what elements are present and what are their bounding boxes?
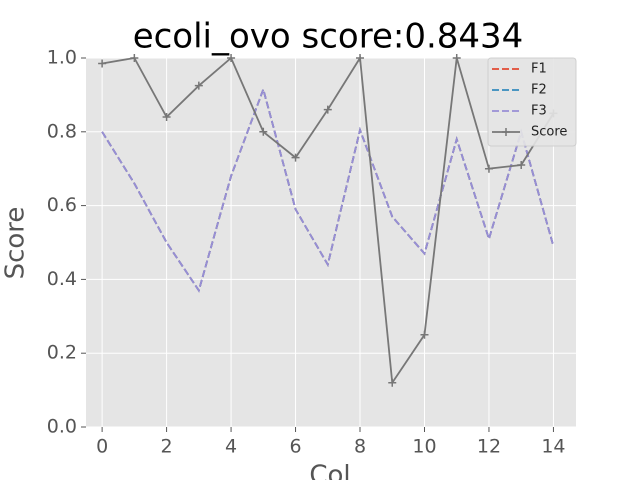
x-tick-label: 2 [161, 436, 173, 458]
y-tick-label: 1.0 [47, 47, 77, 69]
x-tick-label: 8 [354, 436, 366, 458]
legend-label: F2 [531, 83, 547, 98]
x-tick-label: 4 [225, 436, 237, 458]
point-marker [162, 113, 171, 122]
x-tick-label: 0 [96, 436, 108, 458]
y-tick-label: 0.8 [47, 120, 77, 142]
y-tick-label: 0.4 [47, 268, 77, 290]
legend-label: Score [531, 125, 567, 140]
point-marker [356, 54, 365, 62]
x-tick-label: 10 [412, 436, 436, 458]
legend-label: F3 [531, 104, 547, 119]
y-tick-label: 0.0 [47, 416, 77, 438]
legend-label: F1 [531, 62, 547, 77]
point-marker [194, 81, 203, 90]
y-axis-label: Score [1, 207, 31, 280]
point-marker [323, 105, 332, 114]
y-tick-label: 0.2 [47, 342, 77, 364]
point-marker [227, 54, 236, 62]
legend-box [487, 57, 577, 147]
point-marker [517, 161, 526, 170]
point-marker [291, 153, 300, 162]
point-marker [452, 54, 461, 62]
legend-marker [502, 128, 510, 136]
chart-title: ecoli_ovo score:0.8434 [133, 17, 524, 57]
point-marker [388, 378, 397, 387]
x-tick-label: 14 [541, 436, 565, 458]
y-tick-label: 0.6 [47, 194, 77, 216]
series-line [101, 86, 555, 293]
point-marker [420, 330, 429, 339]
x-axis-label: Col [309, 461, 350, 480]
point-marker [259, 127, 268, 136]
x-tick-label: 12 [477, 436, 501, 458]
x-tick-label: 6 [289, 436, 301, 458]
point-marker [98, 59, 107, 68]
point-marker [484, 164, 493, 173]
point-marker [130, 54, 139, 62]
